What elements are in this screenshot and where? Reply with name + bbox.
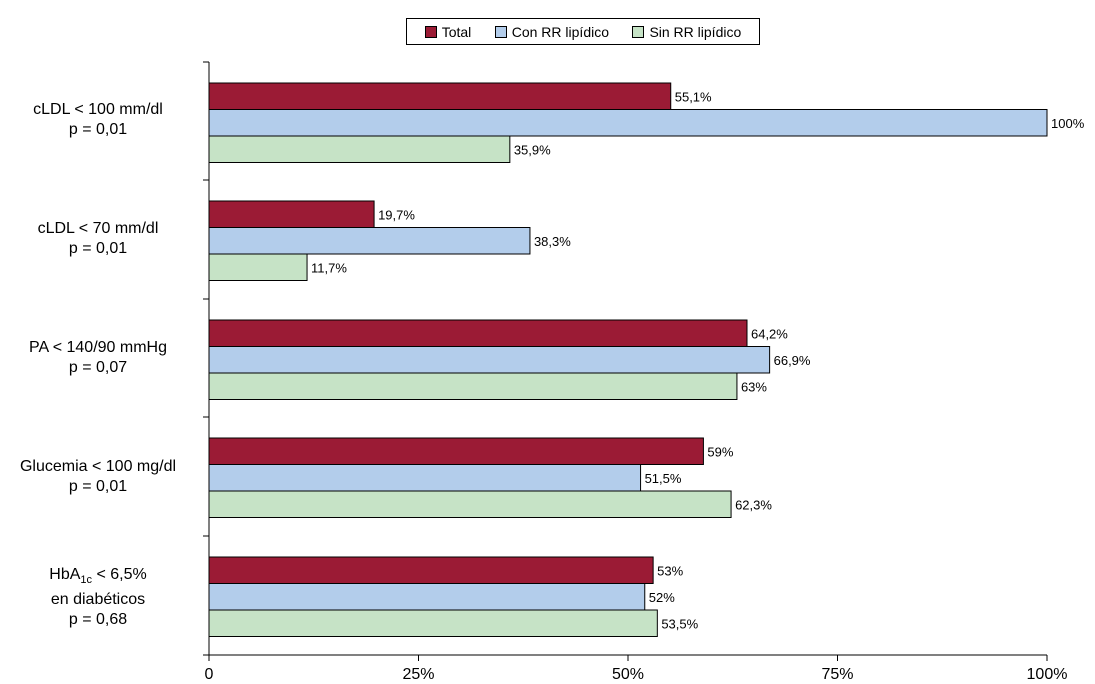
bar	[208, 372, 738, 400]
category-label-glucemia: Glucemia < 100 mg/dl p = 0,01	[0, 457, 196, 497]
hba-subscript: 1c	[80, 574, 93, 587]
bar-value-label: 66,9%	[774, 353, 811, 368]
x-tick-label: 50%	[612, 666, 644, 683]
legend-label-sin-rr: Sin RR lipídico	[649, 23, 742, 40]
legend-item-total: Total	[424, 23, 472, 40]
bar	[208, 583, 646, 611]
bar	[208, 437, 704, 465]
bar	[208, 464, 642, 492]
bar-value-label: 35,9%	[514, 142, 551, 157]
bar-value-label: 51,5%	[645, 471, 682, 486]
bar-value-label: 53,5%	[661, 616, 698, 631]
bar	[208, 346, 771, 374]
category-label-line: p = 0,07	[68, 359, 128, 376]
x-tick-label: 0	[205, 666, 214, 683]
bar-value-label: 62,3%	[735, 497, 772, 512]
bar-value-label: 53%	[657, 563, 683, 578]
bar	[208, 490, 732, 518]
bar	[208, 82, 672, 110]
bar	[208, 200, 375, 228]
bar-value-label: 63%	[741, 379, 767, 394]
bar	[208, 135, 511, 163]
bar	[208, 227, 531, 255]
bar	[208, 319, 748, 347]
bar-value-label: 52%	[649, 590, 675, 605]
legend-label-con-rr: Con RR lipídico	[511, 23, 609, 40]
category-label-line: en diabéticos	[50, 591, 146, 609]
hba-threshold: < 6,5%	[92, 566, 147, 583]
category-label-pa: PA < 140/90 mmHg p = 0,07	[0, 338, 196, 378]
bar-value-label: 38,3%	[534, 234, 571, 249]
category-label-line: PA < 140/90 mmHg	[29, 339, 167, 356]
category-label-line: p = 0,01	[68, 121, 128, 138]
category-label-line: p = 0,01	[68, 478, 128, 495]
category-label-cldl-70: cLDL < 70 mm/dl p = 0,01	[0, 219, 196, 259]
bar-value-label: 64,2%	[751, 326, 788, 341]
category-label-line: p = 0,01	[68, 240, 128, 257]
bar	[208, 253, 308, 281]
legend-item-sin-rr: Sin RR lipídico	[632, 24, 741, 40]
bar	[208, 609, 658, 637]
bar-value-label: 55,1%	[675, 89, 712, 104]
bar-value-label: 100%	[1051, 116, 1085, 131]
bar	[208, 556, 654, 584]
hba-text: HbA	[49, 566, 81, 583]
bar-value-label: 19,7%	[378, 207, 415, 222]
bar-value-label: 11,7%	[311, 260, 347, 275]
category-label-hba1c: HbA1c < 6,5% en diabéticos p = 0,68	[0, 565, 196, 630]
category-label-line: HbA1c < 6,5%	[0, 565, 196, 590]
category-label-line: Glucemia < 100 mg/dl	[19, 458, 177, 475]
legend-swatch-sin-rr	[632, 25, 645, 38]
x-tick-label: 100%	[1027, 666, 1068, 683]
legend-swatch-con-rr	[494, 25, 507, 38]
category-label-line: p = 0,68	[68, 611, 128, 629]
x-tick-label: 75%	[821, 666, 853, 683]
chart-legend: Total Con RR lipídico Sin RR lipídico	[406, 18, 760, 45]
legend-swatch-total	[424, 25, 437, 38]
bar	[208, 109, 1048, 137]
legend-label-total: Total	[441, 23, 472, 40]
category-label-line: cLDL < 100 mm/dl	[33, 101, 163, 118]
legend-item-con-rr: Con RR lipídico	[494, 23, 609, 40]
bar-value-label: 59%	[707, 444, 733, 459]
category-label-line: cLDL < 70 mm/dl	[37, 220, 159, 237]
category-label-cldl-100: cLDL < 100 mm/dl p = 0,01	[0, 100, 196, 140]
x-tick-label: 25%	[402, 666, 434, 683]
